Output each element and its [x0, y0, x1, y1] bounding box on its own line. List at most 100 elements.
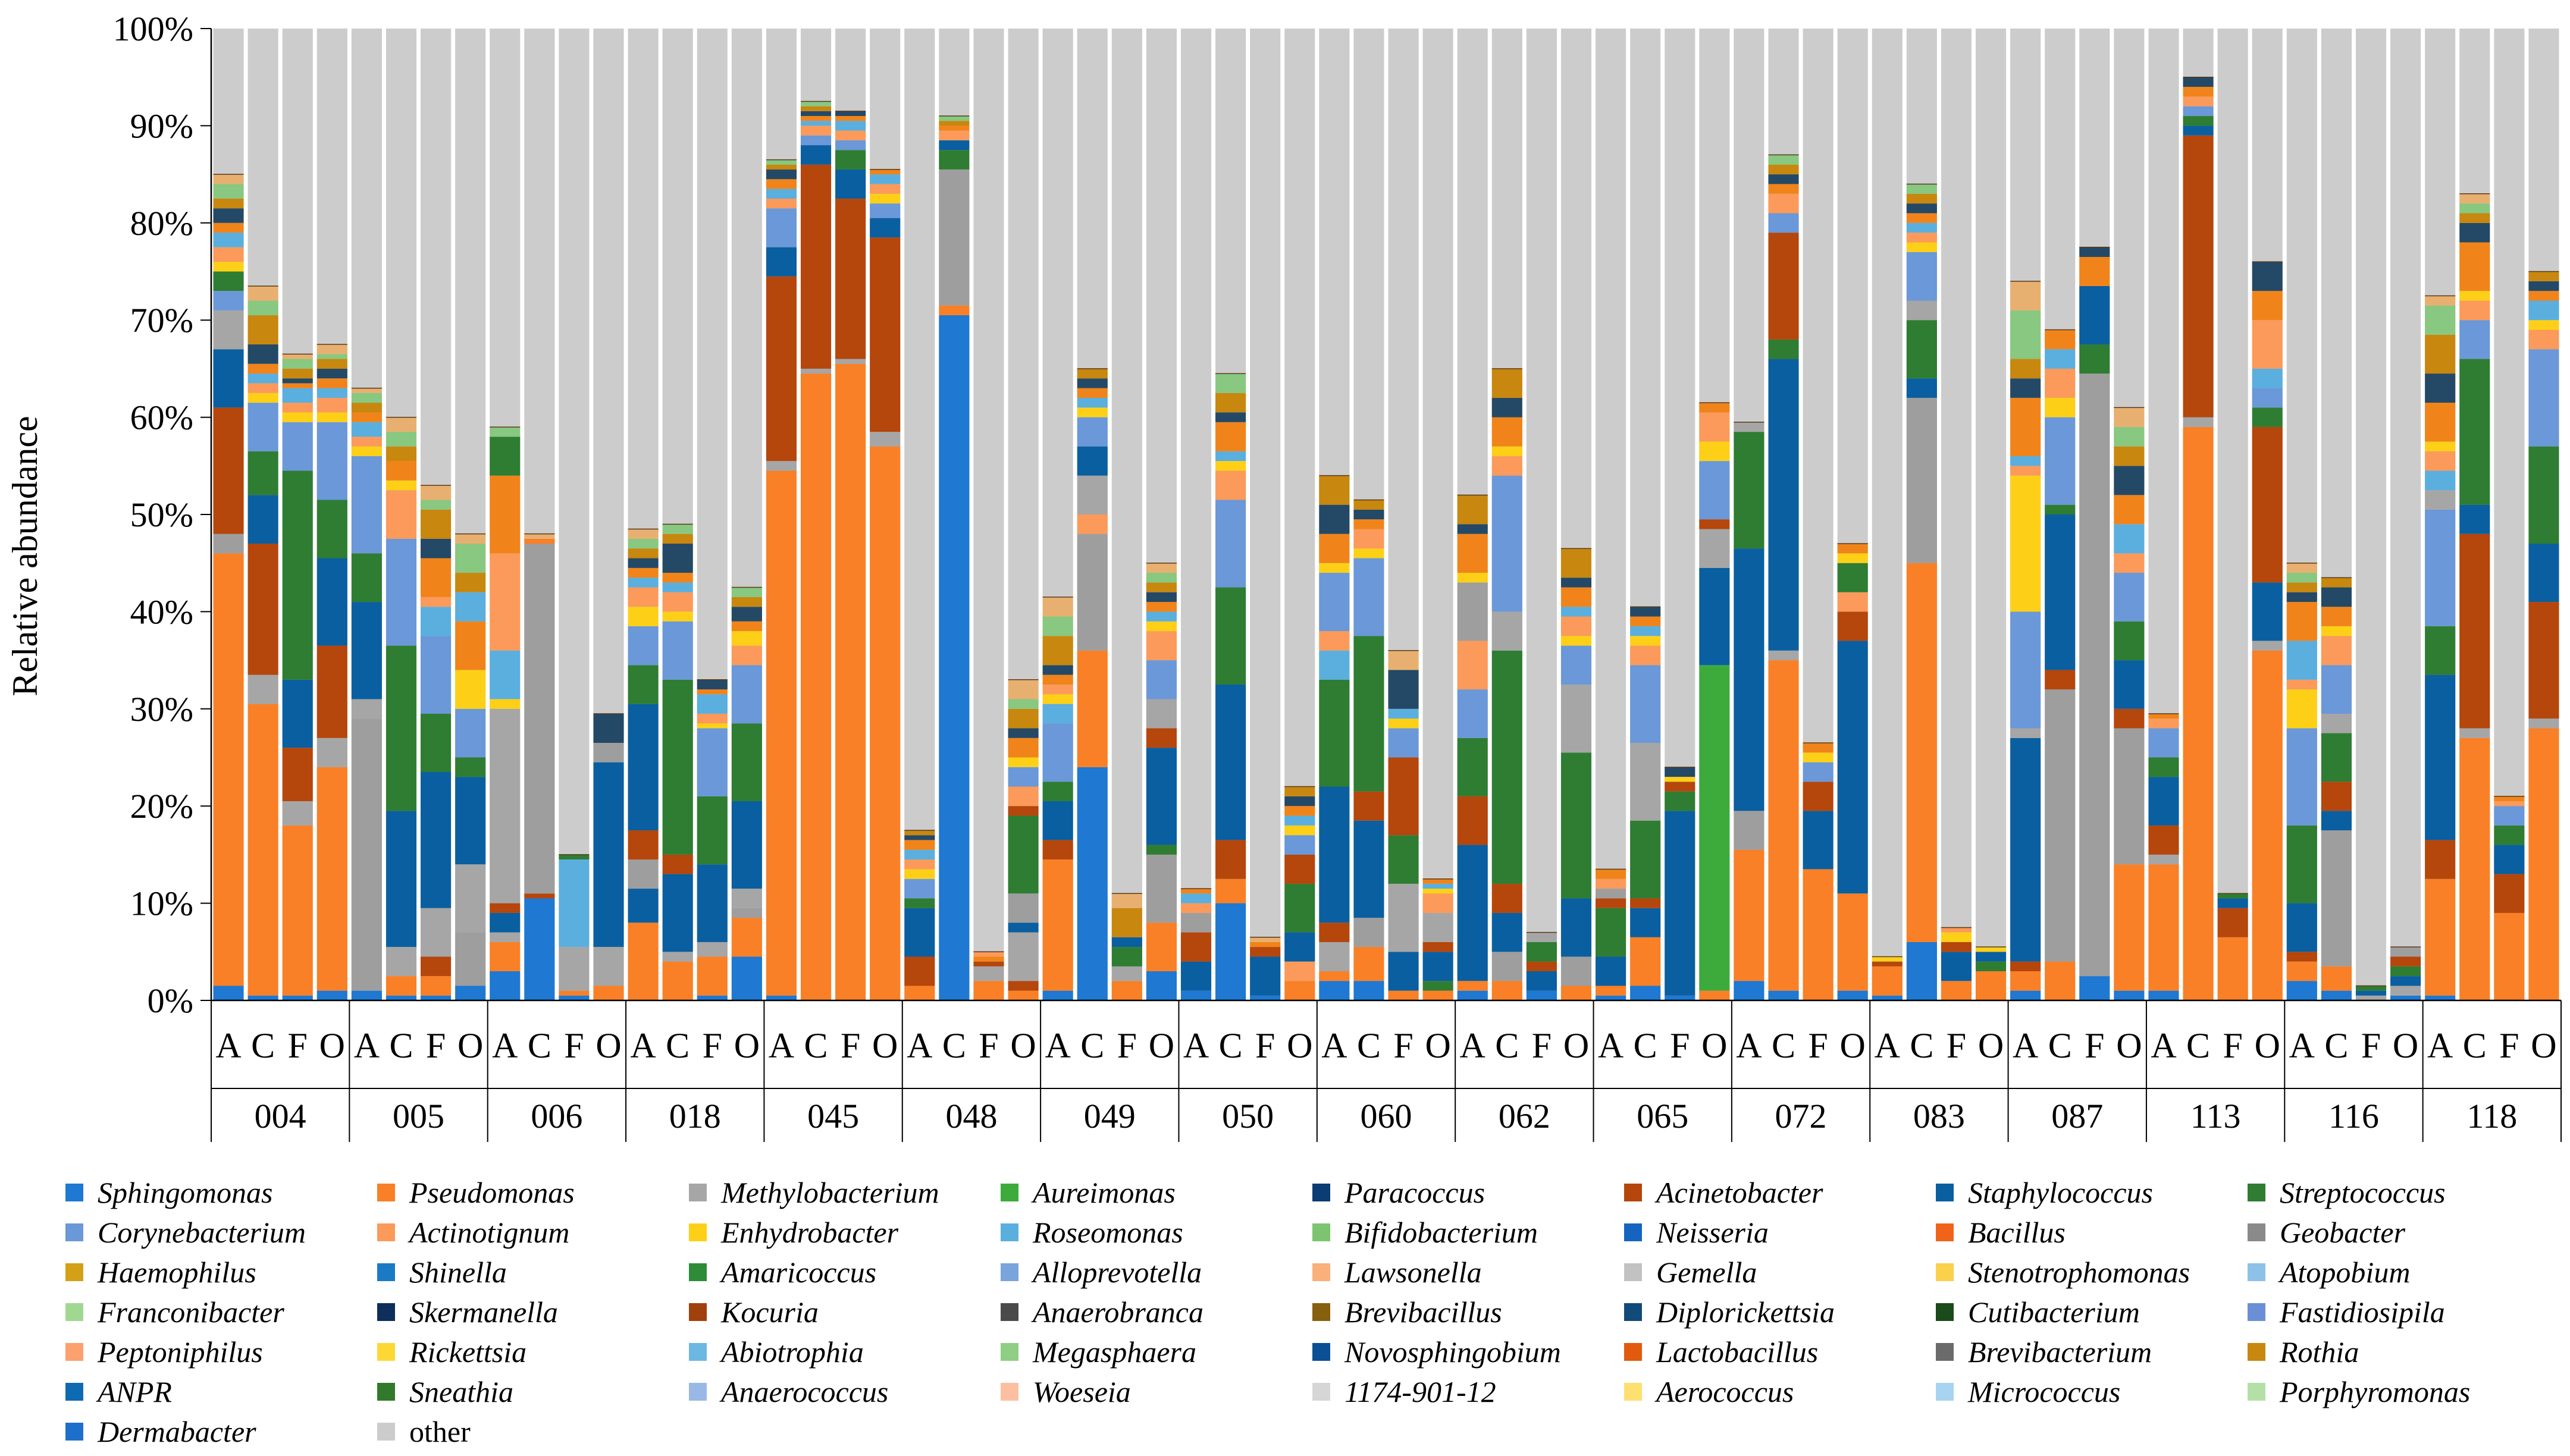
- bar-segment: [1319, 534, 1350, 563]
- bar-segment: [2321, 811, 2352, 831]
- bar-segment: [2321, 578, 2352, 588]
- bar-segment: [524, 898, 555, 1000]
- bar-segment: [2148, 990, 2179, 1000]
- bar-segment: [1630, 645, 1661, 666]
- bar-segment: [628, 665, 659, 704]
- bar-segment: [628, 548, 659, 558]
- bar-segment: [213, 291, 244, 310]
- legend-item: Aureimonas: [1001, 1175, 1312, 1210]
- legend-label: Gemella: [1656, 1256, 1757, 1289]
- bar-segment: [1008, 738, 1039, 758]
- bar-segment: [1872, 961, 1903, 967]
- bar-segment: [731, 908, 762, 918]
- bar-segment: [1042, 704, 1073, 724]
- bar-018-A: [628, 29, 659, 1000]
- bar-segment: [1941, 952, 1972, 981]
- bar-segment: [1111, 947, 1142, 967]
- bar-segment: [2183, 426, 2214, 1000]
- bar-segment: [559, 859, 590, 947]
- bar-segment: [2148, 777, 2179, 826]
- bar-segment: [2528, 330, 2559, 350]
- bar-segment: [490, 708, 521, 903]
- legend-label: Staphylococcus: [1968, 1176, 2154, 1209]
- x-sample-label: A: [2013, 1026, 2038, 1065]
- bar-segment: [766, 179, 797, 189]
- legend-label: Streptococcus: [2280, 1176, 2446, 1209]
- bar-segment: [2114, 524, 2145, 554]
- legend-item: Rothia: [2248, 1334, 2559, 1370]
- bar-segment: [421, 509, 452, 539]
- bar-segment: [2528, 728, 2559, 1000]
- bar-segment: [2425, 305, 2456, 335]
- bar-segment: [1560, 607, 1592, 617]
- bar-segment: [2425, 374, 2456, 403]
- bar-segment: [662, 544, 693, 573]
- bar-segment: [628, 859, 659, 889]
- bar-segment: [2148, 864, 2179, 991]
- bar-segment: [1146, 573, 1177, 583]
- bar-segment: [247, 544, 278, 675]
- bar-segment: [2183, 77, 2214, 87]
- legend-swatch: [1624, 1223, 1642, 1241]
- bar-segment: [1491, 611, 1522, 651]
- legend-item: Bifidobacterium: [1312, 1215, 1624, 1250]
- bar-segment: [1699, 403, 1730, 413]
- bar-segment: [973, 981, 1004, 1000]
- bar-segment: [835, 150, 866, 170]
- bar-segment: [316, 354, 347, 359]
- bar-segment: [766, 169, 797, 180]
- bar-segment: [1491, 952, 1522, 981]
- bar-segment: [247, 393, 278, 403]
- bar-segment: [559, 854, 590, 860]
- bar-045-A: [766, 29, 797, 1000]
- legend-label: Anaerococcus: [721, 1375, 889, 1408]
- bar-segment: [1975, 947, 2007, 952]
- bar-segment: [870, 184, 901, 194]
- bar-segment: [973, 966, 1004, 981]
- x-group-label: 004: [255, 1097, 306, 1135]
- y-tick-label: 30%: [130, 690, 193, 729]
- bar-segment: [2045, 417, 2076, 505]
- bar-segment: [1941, 927, 1972, 933]
- bar-segment: [2183, 106, 2214, 117]
- bar-segment: [870, 218, 901, 238]
- bar-004-C: [247, 29, 278, 1000]
- x-sample-label: O: [1701, 1026, 1727, 1065]
- y-tick-label: 60%: [130, 398, 193, 437]
- bar-segment: [1077, 650, 1108, 767]
- bar-segment: [1734, 811, 1764, 850]
- bar-segment: [904, 849, 935, 860]
- bar-segment: [421, 956, 452, 977]
- bar-segment: [2114, 553, 2145, 573]
- bar-segment: [1008, 893, 1039, 923]
- bar-segment: [939, 315, 970, 1000]
- bar-segment: [213, 271, 244, 291]
- y-axis-label: Relative abundance: [5, 416, 45, 696]
- x-sample-label: F: [703, 1026, 722, 1065]
- bar-segment: [2217, 898, 2248, 908]
- bar-segment: [593, 947, 624, 986]
- bar-segment: [731, 665, 762, 724]
- bar-segment: [1008, 932, 1039, 981]
- y-tick-label: 90%: [130, 106, 193, 145]
- x-sample-label: A: [2151, 1026, 2176, 1065]
- bar-segment: [2459, 534, 2490, 729]
- bar-segment: [870, 193, 901, 204]
- legend-swatch: [2248, 1184, 2265, 1201]
- bar-087-F: [2079, 29, 2110, 1000]
- bar-segment: [490, 437, 521, 476]
- bar-segment: [455, 864, 486, 933]
- bar-segment: [835, 140, 866, 150]
- bar-segment: [731, 587, 762, 597]
- bar-segment: [2425, 490, 2456, 510]
- x-group-label: 118: [2466, 1097, 2517, 1135]
- bar-segment: [1008, 806, 1039, 816]
- bar-060-C: [1353, 29, 1384, 1000]
- y-tick-label: 70%: [130, 301, 193, 340]
- bar-segment: [1008, 708, 1039, 729]
- bar-segment: [1215, 422, 1246, 451]
- bar-segment: [386, 811, 417, 947]
- bar-segment: [2252, 407, 2283, 427]
- legend-swatch: [377, 1263, 395, 1281]
- x-sample-label: C: [1495, 1026, 1519, 1065]
